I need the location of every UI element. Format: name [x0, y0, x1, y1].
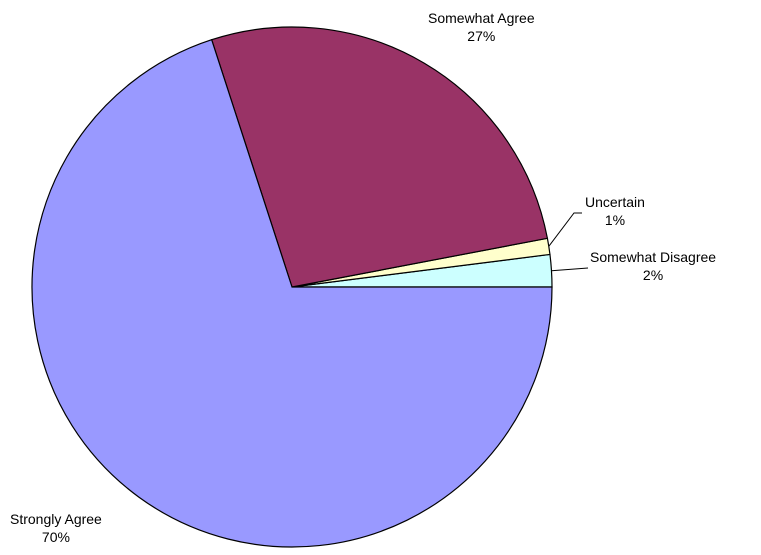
slice-label-strongly-agree: Strongly Agree 70%: [10, 510, 102, 546]
slice-category-label: Somewhat Disagree: [590, 249, 717, 265]
slice-percent-label: 2%: [642, 267, 664, 283]
leader-line-uncertain: [548, 212, 582, 247]
leader-line-somewhat-disagree: [551, 267, 589, 272]
slice-label-somewhat-agree: Somewhat Agree 27%: [428, 9, 535, 45]
pie-slices: [31, 26, 553, 548]
slice-label-somewhat-disagree: Somewhat Disagree 2%: [590, 248, 716, 284]
slice-category-label: Somewhat Agree: [428, 10, 535, 26]
slice-label-uncertain: Uncertain 1%: [585, 193, 645, 229]
slice-category-label: Uncertain: [585, 194, 645, 210]
slice-percent-label: 27%: [467, 28, 496, 44]
slice-percent-label: 70%: [41, 529, 70, 545]
slice-percent-label: 1%: [604, 212, 626, 228]
pie-slice-strongly-agree: [31, 38, 553, 548]
leader-lines: [548, 212, 589, 272]
slice-category-label: Strongly Agree: [10, 511, 102, 527]
pie-slice-somewhat-agree: [210, 26, 549, 288]
